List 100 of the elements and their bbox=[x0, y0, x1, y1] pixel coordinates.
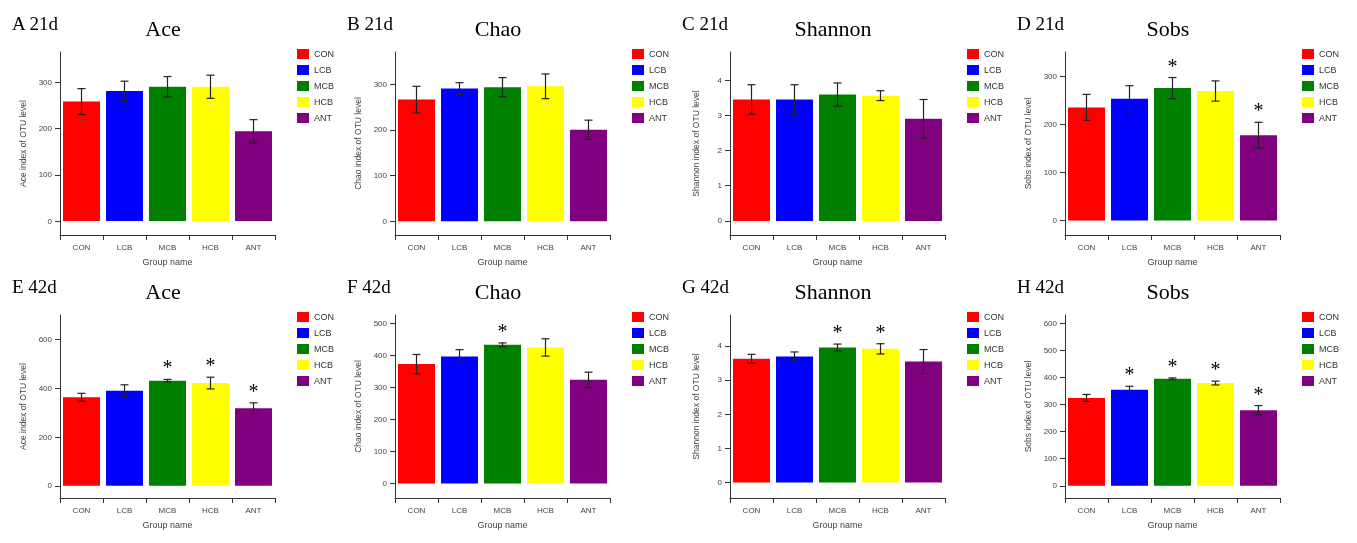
legend-label: MCB bbox=[1319, 344, 1339, 354]
y-tick-label: 300 bbox=[373, 79, 388, 89]
x-axis-title: Group name bbox=[142, 256, 193, 267]
x-tick-label: CON bbox=[72, 242, 91, 252]
legend-label: HCB bbox=[314, 97, 334, 107]
y-tick-label: 200 bbox=[38, 432, 53, 442]
y-tick-label: 3 bbox=[717, 110, 723, 120]
y-axis-title: Ace index of OTU level bbox=[18, 362, 29, 450]
x-tick-label: LCB bbox=[451, 242, 468, 252]
y-axis-title: Shannon index of OTU level bbox=[690, 90, 701, 197]
x-tick-label: MCB bbox=[493, 505, 512, 515]
x-axis-title: Group name bbox=[812, 519, 863, 530]
y-tick-label: 100 bbox=[38, 170, 53, 180]
x-tick-label: ANT bbox=[915, 505, 932, 515]
x-tick-label: LCB bbox=[451, 505, 468, 515]
x-tick-label: ANT bbox=[245, 242, 262, 252]
x-tick-label: CON bbox=[72, 505, 91, 515]
y-tick-label: 0 bbox=[1052, 216, 1058, 226]
chart-title: Sobs bbox=[1146, 278, 1190, 304]
y-tick-label: 600 bbox=[1043, 318, 1058, 328]
legend-label: LCB bbox=[1319, 328, 1337, 338]
legend-label: CON bbox=[1319, 49, 1339, 59]
x-tick-label: LCB bbox=[1121, 505, 1138, 515]
y-tick-label: 100 bbox=[1043, 167, 1058, 177]
y-tick-label: 100 bbox=[373, 446, 388, 456]
chart-title: Sobs bbox=[1146, 15, 1190, 41]
x-axis-title: Group name bbox=[812, 256, 863, 267]
text: A 21d bbox=[12, 13, 59, 34]
legend-label: CON bbox=[1319, 312, 1339, 322]
x-tick-label: HCB bbox=[1207, 505, 1224, 515]
x-tick-label: LCB bbox=[786, 505, 803, 515]
y-tick-label: 300 bbox=[1043, 71, 1058, 81]
legend-label: HCB bbox=[1319, 97, 1339, 107]
x-tick-label: MCB bbox=[1163, 242, 1182, 252]
legend-label: MCB bbox=[314, 81, 334, 91]
legend-label: CON bbox=[649, 49, 669, 59]
x-tick-label: HCB bbox=[202, 242, 219, 252]
legend-label: ANT bbox=[1319, 113, 1338, 123]
y-tick-label: 100 bbox=[373, 171, 388, 181]
y-axis-title: Ace index of OTU level bbox=[18, 99, 29, 187]
x-tick-label: CON bbox=[1077, 505, 1096, 515]
y-axis-title: Sobs index of OTU level bbox=[1023, 97, 1034, 190]
legend-label: LCB bbox=[314, 65, 332, 75]
y-axis-title: Shannon index of OTU level bbox=[690, 353, 701, 460]
x-tick-label: LCB bbox=[116, 505, 133, 515]
y-tick-label: 300 bbox=[373, 382, 388, 392]
x-tick-label: HCB bbox=[872, 242, 889, 252]
y-tick-label: 0 bbox=[717, 478, 723, 488]
legend-label: ANT bbox=[314, 376, 333, 386]
y-tick-label: 0 bbox=[382, 479, 388, 489]
x-axis-title: Group name bbox=[1147, 519, 1198, 530]
y-axis-title: Chao index of OTU level bbox=[353, 360, 364, 453]
legend-label: MCB bbox=[984, 344, 1004, 354]
y-tick-label: 100 bbox=[1043, 454, 1058, 464]
x-tick-label: CON bbox=[742, 505, 761, 515]
x-tick-label: ANT bbox=[915, 242, 932, 252]
x-tick-label: ANT bbox=[580, 242, 597, 252]
x-tick-label: MCB bbox=[493, 242, 512, 252]
text: F 42d bbox=[347, 276, 392, 297]
text: G 42d bbox=[682, 276, 730, 297]
text: E 42d bbox=[12, 276, 58, 297]
y-tick-label: 200 bbox=[38, 123, 53, 133]
legend-label: HCB bbox=[984, 97, 1004, 107]
y-tick-label: 4 bbox=[717, 341, 723, 351]
legend-label: HCB bbox=[649, 97, 669, 107]
y-tick-label: 300 bbox=[1043, 399, 1058, 409]
legend-label: MCB bbox=[314, 344, 334, 354]
x-axis-title: Group name bbox=[477, 256, 528, 267]
legend-label: HCB bbox=[649, 360, 669, 370]
annotation: * bbox=[1124, 363, 1135, 386]
x-tick-label: CON bbox=[742, 242, 761, 252]
annotation: * bbox=[832, 321, 843, 344]
x-tick-label: HCB bbox=[537, 242, 554, 252]
chart-title: Ace bbox=[145, 15, 181, 41]
legend-label: ANT bbox=[649, 376, 668, 386]
x-tick-label: MCB bbox=[158, 505, 177, 515]
legend-label: CON bbox=[984, 49, 1004, 59]
legend-label: MCB bbox=[649, 344, 669, 354]
legend-label: HCB bbox=[984, 360, 1004, 370]
annotation: * bbox=[1167, 54, 1178, 77]
y-axis-title: Sobs index of OTU level bbox=[1023, 360, 1034, 453]
x-tick-label: CON bbox=[1077, 242, 1096, 252]
y-tick-label: 200 bbox=[1043, 427, 1058, 437]
y-tick-label: 200 bbox=[373, 414, 388, 424]
text: C 21d bbox=[682, 13, 729, 34]
legend-label: CON bbox=[314, 312, 334, 322]
legend-label: LCB bbox=[649, 328, 667, 338]
y-tick-label: 3 bbox=[717, 375, 723, 385]
y-tick-label: 200 bbox=[1043, 119, 1058, 129]
x-tick-label: MCB bbox=[828, 505, 847, 515]
x-tick-label: MCB bbox=[158, 242, 177, 252]
text: D 21d bbox=[1017, 13, 1065, 34]
x-tick-label: HCB bbox=[537, 505, 554, 515]
legend-label: CON bbox=[649, 312, 669, 322]
y-tick-label: 400 bbox=[1043, 372, 1058, 382]
y-tick-label: 0 bbox=[47, 481, 53, 491]
legend-label: ANT bbox=[649, 113, 668, 123]
legend-label: HCB bbox=[1319, 360, 1339, 370]
annotation: * bbox=[248, 379, 259, 402]
annotation: * bbox=[1167, 354, 1178, 377]
